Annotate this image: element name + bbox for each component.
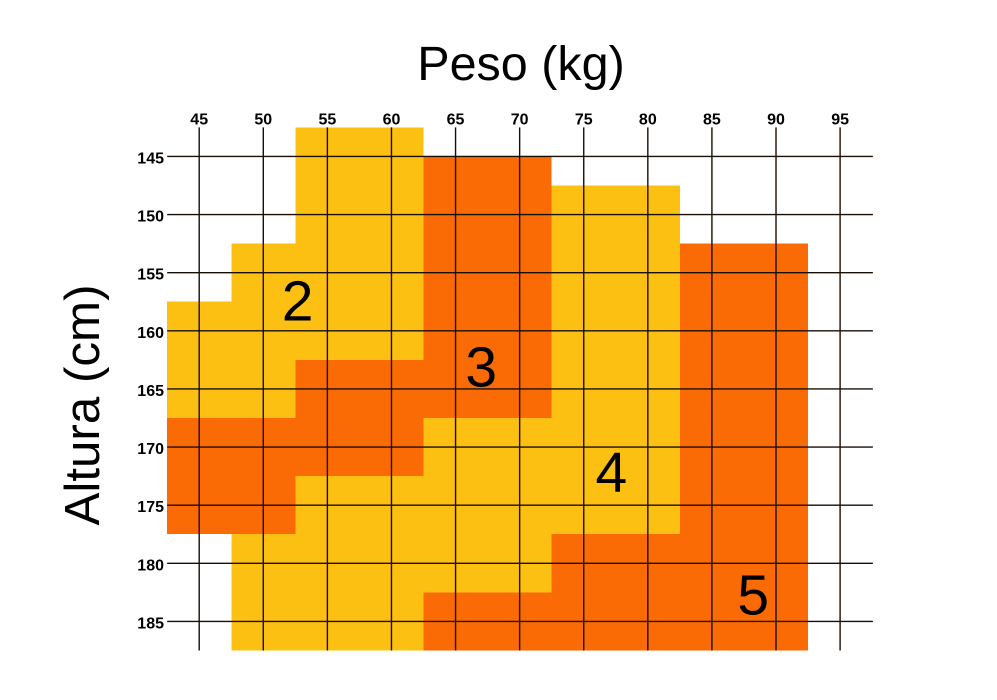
- svg-text:50: 50: [254, 112, 272, 129]
- svg-text:180: 180: [137, 557, 164, 574]
- svg-text:3: 3: [465, 335, 497, 399]
- svg-text:Altura (cm): Altura (cm): [55, 284, 110, 525]
- svg-text:175: 175: [137, 499, 164, 516]
- svg-text:75: 75: [575, 112, 593, 129]
- svg-text:155: 155: [137, 267, 164, 284]
- svg-text:45: 45: [190, 112, 208, 129]
- svg-text:85: 85: [703, 112, 721, 129]
- svg-text:4: 4: [596, 441, 628, 505]
- svg-text:90: 90: [767, 112, 785, 129]
- svg-text:95: 95: [831, 112, 849, 129]
- svg-text:80: 80: [639, 112, 657, 129]
- svg-text:170: 170: [137, 441, 164, 458]
- svg-text:185: 185: [137, 615, 164, 632]
- svg-text:145: 145: [137, 150, 164, 167]
- svg-text:55: 55: [318, 112, 336, 129]
- svg-text:160: 160: [137, 325, 164, 342]
- svg-text:65: 65: [447, 112, 465, 129]
- svg-text:2: 2: [282, 269, 314, 333]
- svg-text:165: 165: [137, 383, 164, 400]
- svg-text:60: 60: [383, 112, 401, 129]
- svg-text:Peso (kg): Peso (kg): [417, 37, 625, 91]
- svg-text:150: 150: [137, 209, 164, 226]
- svg-text:5: 5: [737, 563, 769, 627]
- svg-text:70: 70: [511, 112, 529, 129]
